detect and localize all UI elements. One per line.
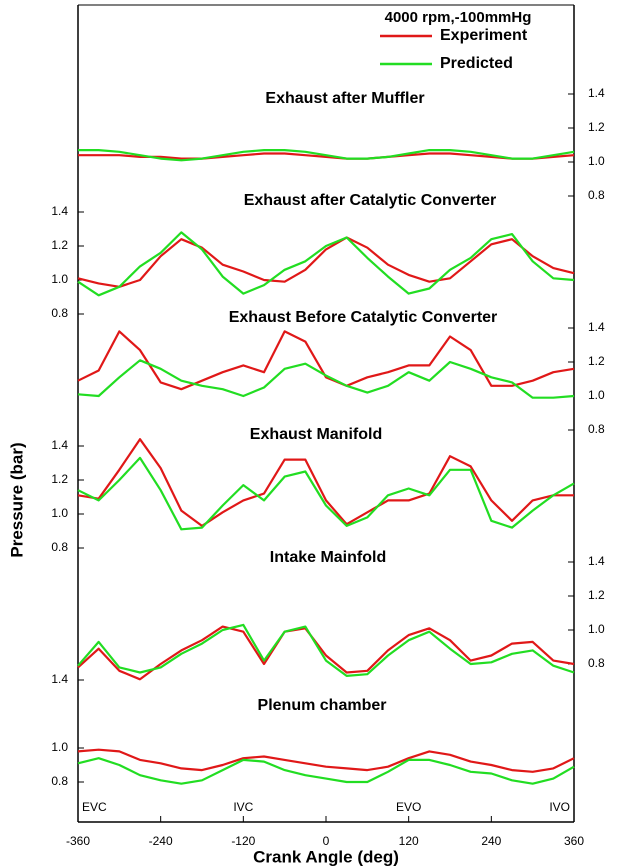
y-tick-label: 1.0	[51, 740, 68, 754]
x-tick-label: -360	[66, 834, 90, 848]
series-line	[77, 757, 575, 785]
legend-label: Predicted	[440, 55, 513, 72]
series-line	[77, 359, 575, 399]
x-tick-label: 240	[481, 834, 501, 848]
y-tick-label: 1.4	[51, 438, 68, 452]
event-label: IVO	[549, 800, 570, 814]
series-line	[77, 330, 575, 391]
panel-title: Plenum chamber	[258, 697, 387, 714]
y-tick-label: 1.0	[588, 154, 605, 168]
y-tick-label: 1.2	[51, 472, 68, 486]
series-line	[77, 456, 575, 531]
y-tick-label: 1.2	[51, 238, 68, 252]
y-tick-label: 1.4	[51, 672, 68, 686]
series-line	[77, 748, 575, 773]
y-tick-label: 1.0	[51, 506, 68, 520]
event-label: EVO	[396, 800, 421, 814]
y-tick-label: 1.2	[588, 120, 605, 134]
legend-label: Experiment	[440, 27, 528, 44]
y-tick-label: 0.8	[588, 422, 605, 436]
annotation: 4000 rpm,-100mmHg	[385, 9, 532, 26]
series-line	[78, 152, 575, 160]
y-tick-label: 0.8	[588, 656, 605, 670]
y-tick-label: 0.8	[51, 540, 68, 554]
y-tick-label: 1.4	[51, 204, 68, 218]
x-tick-label: 120	[399, 834, 419, 848]
x-tick-label: -240	[149, 834, 173, 848]
y-tick-label: 0.8	[588, 188, 605, 202]
series-line	[77, 438, 574, 528]
y-tick-label: 1.2	[588, 354, 605, 368]
series-line	[77, 623, 575, 678]
y-tick-label: 1.0	[588, 388, 605, 402]
y-tick-label: 1.4	[588, 554, 605, 568]
event-label: IVC	[233, 800, 253, 814]
series-line	[77, 231, 575, 297]
x-axis-label: Crank Angle (deg)	[253, 847, 399, 866]
panel-title: Intake Mainfold	[270, 549, 386, 566]
y-tick-label: 1.2	[588, 588, 605, 602]
y-tick-label: 0.8	[51, 306, 68, 320]
panel-title: Exhaust Manifold	[250, 426, 382, 443]
panel-title: Exhaust after Muffler	[265, 90, 424, 107]
y-tick-label: 1.4	[588, 86, 605, 100]
panel-title: Exhaust Before Catalytic Converter	[229, 309, 498, 326]
series-line	[77, 625, 575, 681]
series-line	[77, 236, 575, 288]
y-axis-label: Pressure (bar)	[7, 442, 26, 557]
x-tick-label: 360	[564, 834, 584, 848]
x-tick-label: 0	[323, 834, 330, 848]
x-tick-label: -120	[231, 834, 255, 848]
series-line	[78, 149, 575, 162]
y-tick-label: 1.0	[51, 272, 68, 286]
y-tick-label: 0.8	[51, 774, 68, 788]
panel-title: Exhaust after Catalytic Converter	[244, 192, 497, 209]
event-label: EVC	[82, 800, 107, 814]
y-tick-label: 1.0	[588, 622, 605, 636]
y-tick-label: 1.4	[588, 320, 605, 334]
